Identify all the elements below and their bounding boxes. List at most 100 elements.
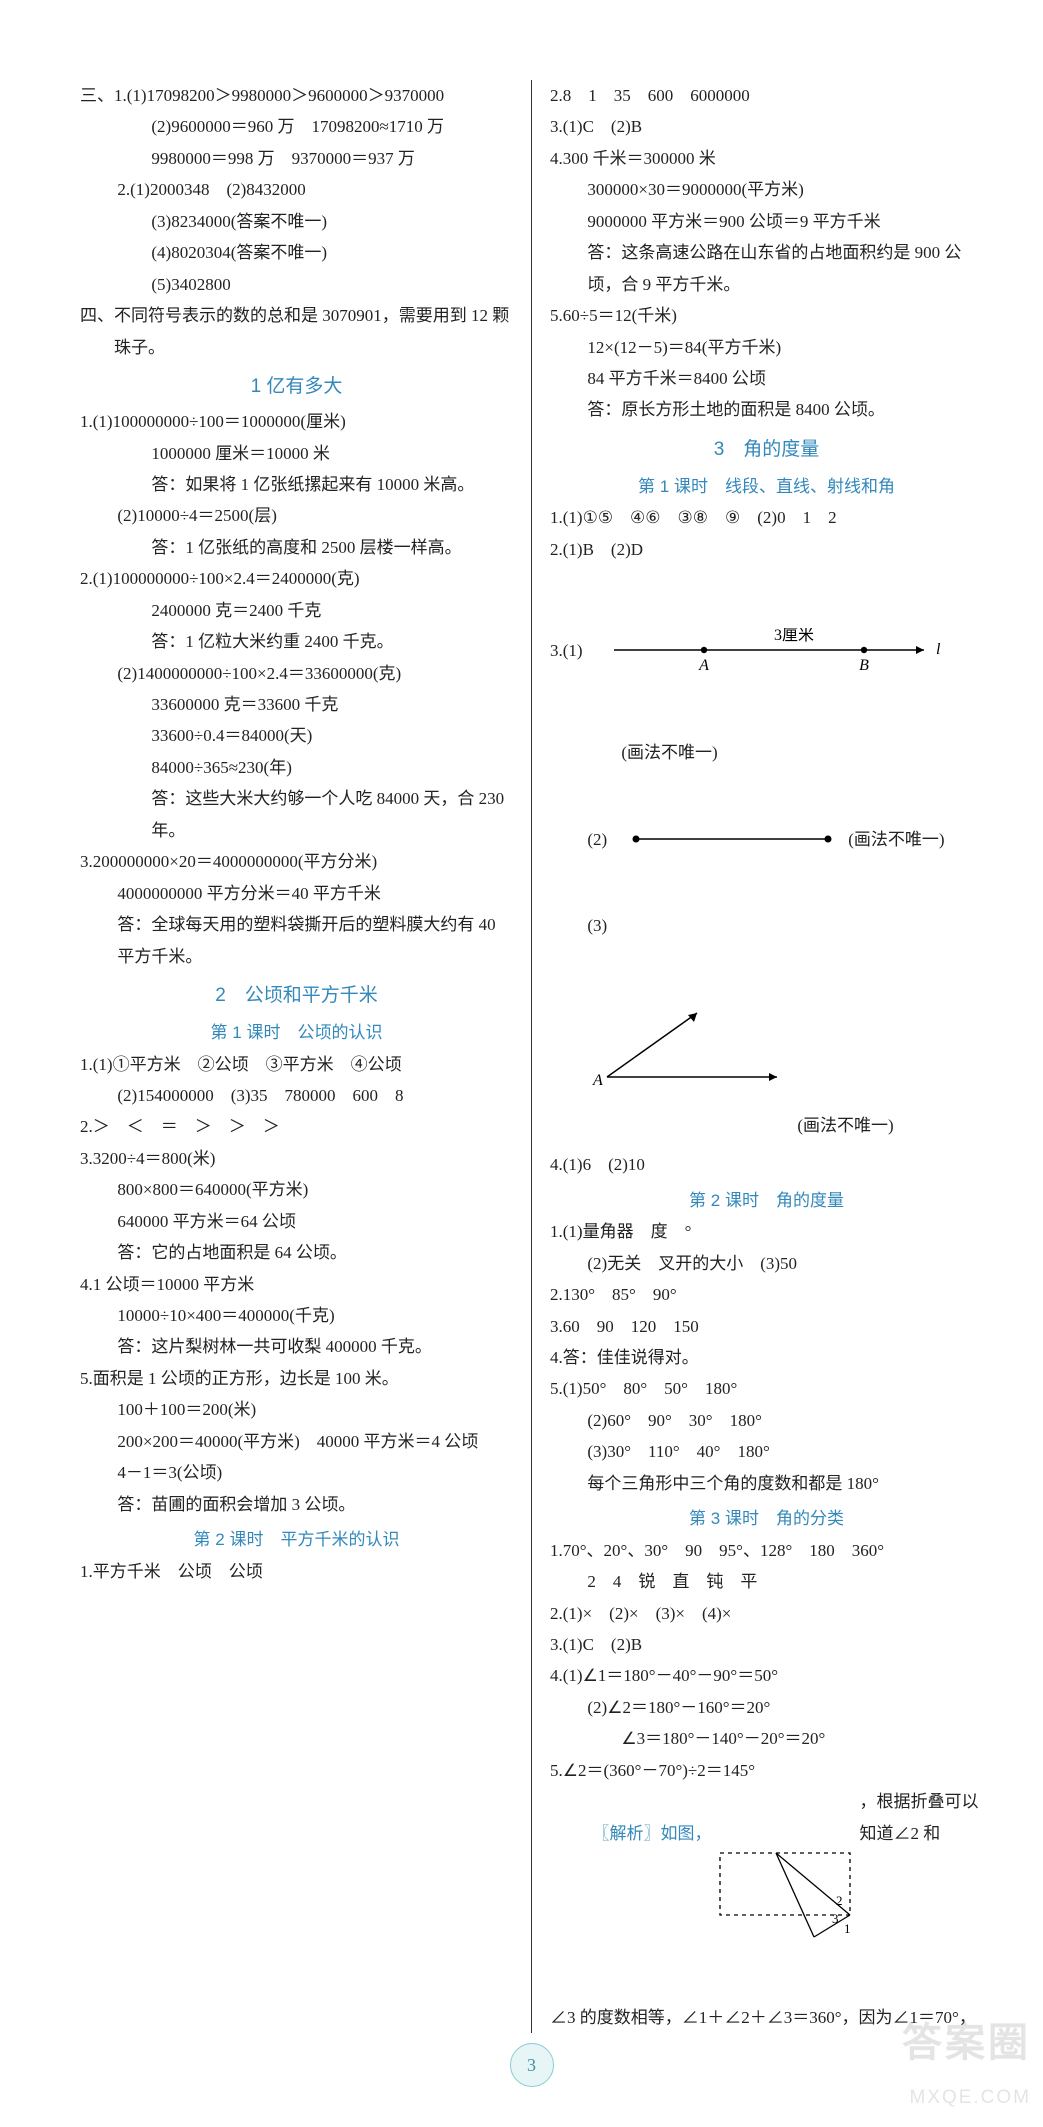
text-line: 答：这片梨树林一共可收梨 400000 千克。 <box>80 1331 513 1362</box>
text-line: 10000÷10×400＝400000(千克) <box>80 1300 513 1331</box>
section-title: 1 亿有多大 <box>80 369 513 404</box>
figure-fold: 2 3 1 <box>716 1786 856 2002</box>
text-line: 33600÷0.4＝84000(天) <box>80 720 513 751</box>
text-line: 每个三角形中三个角的度数和都是 180° <box>550 1468 983 1499</box>
text-line: (4)8020304(答案不唯一) <box>80 237 513 268</box>
figure-angle: A <box>587 942 787 1150</box>
text-line: 4.1 公顷＝10000 平方米 <box>80 1269 513 1300</box>
page-number: 3 <box>510 2043 554 2087</box>
text-line: 三、1.(1)17098200＞9980000＞9600000＞9370000 <box>80 80 513 111</box>
text-line: ，根据折叠可以知道∠2 和 <box>860 1786 984 1849</box>
section-title: 2 公顷和平方千米 <box>80 978 513 1013</box>
svg-text:3: 3 <box>832 1911 839 1926</box>
text-line: (画法不唯一) <box>797 1110 893 1149</box>
text-line: 5.60÷5＝12(千米) <box>550 300 983 331</box>
text-line: 5.∠2＝(360°－70°)÷2＝145° <box>550 1755 983 1786</box>
text-line: 四、不同符号表示的数的总和是 3070901，需要用到 12 颗珠子。 <box>80 300 513 363</box>
text-line: 4－1＝3(公顷) <box>80 1457 513 1488</box>
right-column: 2.8 1 35 600 6000000 3.(1)C (2)B 4.300 千… <box>532 80 983 2033</box>
text-line: 84 平方千米＝8400 公顷 <box>550 363 983 394</box>
text-line: 640000 平方米＝64 公顷 <box>80 1206 513 1237</box>
lesson-title: 第 3 课时 角的分类 <box>550 1503 983 1534</box>
text-line: 1.(1)①平方米 ②公顷 ③平方米 ④公顷 <box>80 1049 513 1080</box>
text-line: 1000000 厘米＝10000 米 <box>80 438 513 469</box>
columns: 三、1.(1)17098200＞9980000＞9600000＞9370000 … <box>80 80 983 2033</box>
text-line: 4.300 千米＝300000 米 <box>550 143 983 174</box>
text-line: 答：苗圃的面积会增加 3 公顷。 <box>80 1489 513 1520</box>
text-line: (2) <box>587 824 628 855</box>
text-line: 9980000＝998 万 9370000＝937 万 <box>80 143 513 174</box>
text-line: 2.(1)100000000÷100×2.4＝2400000(克) <box>80 563 513 594</box>
text-line: (3) <box>550 910 983 941</box>
text-line: (5)3402800 <box>80 269 513 300</box>
text-line: 5.面积是 1 公顷的正方形，边长是 100 米。 <box>80 1363 513 1394</box>
text-line: 3.(1) <box>550 635 604 666</box>
text-line: (2)1400000000÷100×2.4＝33600000(克) <box>80 658 513 689</box>
q3-2-row: (2) (画法不唯一) <box>550 768 983 910</box>
text-line: 1.70°、20°、30° 90 95°、128° 180 360° <box>550 1535 983 1566</box>
analysis-label: 〖解析〗如图， <box>593 1824 712 1843</box>
text-line: 3.200000000×20＝4000000000(平方分米) <box>80 846 513 877</box>
label-a: A <box>592 1072 603 1087</box>
text-line: 4.(1)∠1＝180°－40°－90°＝50° <box>550 1660 983 1691</box>
text-line: 84000÷365≈230(年) <box>80 752 513 783</box>
text-line: 答：原长方形土地的面积是 8400 公顷。 <box>550 394 983 425</box>
text-line: (2)∠2＝180°－160°＝20° <box>550 1692 983 1723</box>
watermark: 答案圈 MXQE.COM <box>902 2006 1031 2115</box>
watermark-line2: MXQE.COM <box>902 2080 1031 2115</box>
lesson-title: 第 2 课时 角的度量 <box>550 1185 983 1216</box>
text-line: 9000000 平方米＝900 公顷＝9 平方千米 <box>550 206 983 237</box>
text-line: 4.(1)6 (2)10 <box>550 1149 983 1180</box>
left-column: 三、1.(1)17098200＞9980000＞9600000＞9370000 … <box>80 80 531 2033</box>
text-line: 3.3200÷4＝800(米) <box>80 1143 513 1174</box>
svg-text:2: 2 <box>836 1893 843 1908</box>
text-line: 答：1 亿粒大米约重 2400 千克。 <box>80 626 513 657</box>
text-line: 2 4 锐 直 钝 平 <box>550 1566 983 1597</box>
text-line: 答：全球每天用的塑料袋撕开后的塑料膜大约有 40 平方千米。 <box>80 909 513 972</box>
text-line: (2)60° 90° 30° 180° <box>550 1405 983 1436</box>
text-line: 4.答：佳佳说得对。 <box>550 1342 983 1373</box>
text-line: 2.(1)× (2)× (3)× (4)× <box>550 1598 983 1629</box>
text-line: 3.60 90 120 150 <box>550 1311 983 1342</box>
text-line: 3.(1)C (2)B <box>550 111 983 142</box>
text-line: 800×800＝640000(平方米) <box>80 1174 513 1205</box>
page: 三、1.(1)17098200＞9980000＞9600000＞9370000 … <box>0 0 1043 2127</box>
text-line: 5.(1)50° 80° 50° 180° <box>550 1373 983 1404</box>
text-line: 12×(12－5)＝84(平方千米) <box>550 332 983 363</box>
text-line: 2.(1)2000348 (2)8432000 <box>80 174 513 205</box>
label-l: l <box>936 641 941 658</box>
label-3cm: 3厘米 <box>774 628 814 644</box>
q5-analysis-row: 〖解析〗如图， 2 3 1 ，根据折叠可以知道∠2 和 <box>550 1786 983 2002</box>
text-line: 答：这些大米大约够一个人吃 84000 天，合 230 年。 <box>80 783 513 846</box>
svg-text:1: 1 <box>844 1921 851 1936</box>
q3-3-row: A (画法不唯一) <box>550 942 983 1150</box>
text-line: 200×200＝40000(平方米) 40000 平方米＝4 公顷 <box>80 1426 513 1457</box>
text-line: (2)10000÷4＝2500(层) <box>80 500 513 531</box>
watermark-line1: 答案圈 <box>902 2006 1031 2080</box>
text-line: (3)8234000(答案不唯一) <box>80 206 513 237</box>
text-line: 答：它的占地面积是 64 公顷。 <box>80 1237 513 1268</box>
text-line: 1.(1)100000000÷100＝1000000(厘米) <box>80 406 513 437</box>
figure-segment <box>628 768 838 910</box>
text-line: 2.(1)B (2)D <box>550 534 983 565</box>
text-line: 1.(1)①⑤ ④⑥ ③⑧ ⑨ (2)0 1 2 <box>550 502 983 533</box>
lesson-title: 第 1 课时 公顷的认识 <box>80 1017 513 1048</box>
text-line: 4000000000 平方分米＝40 平方千米 <box>80 878 513 909</box>
text-line: 1.(1)量角器 度 ° <box>550 1216 983 1247</box>
q3-1-row: 3.(1) 3厘米 A B l <box>550 565 983 737</box>
text-line: 答：这条高速公路在山东省的占地面积约是 900 公顷，合 9 平方千米。 <box>550 237 983 300</box>
text-line: (2)154000000 (3)35 780000 600 8 <box>80 1080 513 1111</box>
text-line: 1.平方千米 公顷 公顷 <box>80 1556 513 1587</box>
text-line: 100＋100＝200(米) <box>80 1394 513 1425</box>
text-line: ∠3＝180°－140°－20°＝20° <box>550 1723 983 1754</box>
figure-line-ab: 3厘米 A B l <box>604 565 944 737</box>
text-line: 2.130° 85° 90° <box>550 1279 983 1310</box>
text-line: 300000×30＝9000000(平方米) <box>550 174 983 205</box>
label-a: A <box>699 657 710 674</box>
text-line: (画法不唯一) <box>848 824 944 855</box>
text-line: (2)9600000＝960 万 17098200≈1710 万 <box>80 111 513 142</box>
text-line: 2.＞ ＜ ＝ ＞ ＞ ＞ <box>80 1111 513 1142</box>
text-line: 答：如果将 1 亿张纸摞起来有 10000 米高。 <box>80 469 513 500</box>
label-b: B <box>860 657 870 674</box>
text-line: 33600000 克＝33600 千克 <box>80 689 513 720</box>
